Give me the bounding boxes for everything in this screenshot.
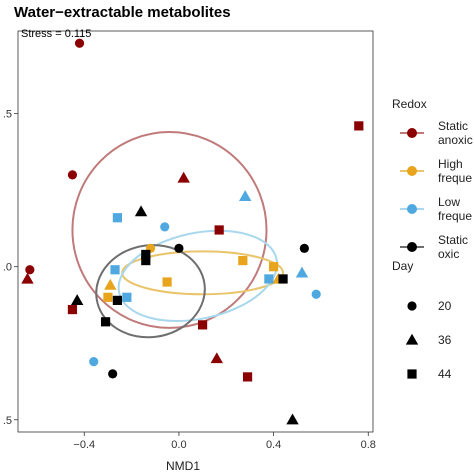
- point-static_anoxic-day44-1: [214, 225, 224, 235]
- x-tick-label: 0.0: [171, 439, 186, 451]
- redox-legend-key-static_oxic: [407, 242, 417, 252]
- point-low_frequency-day44-0: [112, 213, 122, 223]
- redox-legend-label: High: [438, 157, 463, 171]
- panel-border: [17, 30, 374, 433]
- point-static_oxic-day36-0: [134, 205, 148, 217]
- point-static_oxic-day20-1: [299, 243, 309, 253]
- point-high_frequency-day36-0: [104, 278, 117, 290]
- day-legend-key-triangle: [405, 333, 419, 345]
- redox-legend-title: Redox: [392, 97, 427, 111]
- point-static_anoxic-day36-0: [177, 171, 190, 183]
- point-high_frequency-day44-0: [103, 292, 113, 302]
- data-points: [21, 38, 364, 425]
- redox-legend-label: oxic: [438, 247, 459, 261]
- point-static_anoxic-day44-3: [198, 320, 208, 330]
- stress-annotation: Stress = 0.115: [21, 28, 91, 40]
- y-tick-label: .0: [3, 262, 12, 274]
- redox-legend-label: freque: [438, 209, 472, 223]
- point-static_anoxic-day20-0: [74, 38, 85, 48]
- y-tick-label: .5: [3, 415, 12, 427]
- point-static_anoxic-day44-4: [242, 372, 253, 382]
- chart-title: Water−extractable metabolites: [14, 4, 231, 21]
- redox-legend: RedoxStaticanoxicHighfrequeLowfrequeStat…: [392, 97, 473, 261]
- point-low_frequency-day44-1: [110, 265, 120, 275]
- point-high_frequency-day44-3: [269, 262, 279, 272]
- point-low_frequency-day20-1: [311, 289, 321, 299]
- y-axis: .5 .0 .5: [3, 109, 18, 427]
- point-static_anoxic-day20-1: [67, 170, 78, 180]
- point-static_oxic-day20-0: [174, 243, 184, 253]
- ellipse-static_anoxic: [71, 131, 268, 329]
- point-static_anoxic-day36-2: [210, 352, 223, 364]
- point-static_oxic-day44-2: [278, 274, 288, 284]
- point-static_oxic-day44-0: [141, 249, 151, 260]
- point-static_anoxic-day44-0: [354, 121, 364, 131]
- redox-legend-label: anoxic: [438, 133, 473, 147]
- point-high_frequency-day44-1: [162, 277, 172, 287]
- point-static_oxic-day44-1: [141, 255, 151, 266]
- x-axis: −0.4 0.0 0.4 0.8: [73, 432, 376, 451]
- day-legend-key-circle: [407, 301, 417, 311]
- point-low_frequency-day44-2: [122, 292, 132, 302]
- plot-panel: Stress = 0.115: [17, 28, 374, 433]
- ellipse-low_frequency: [117, 229, 279, 323]
- point-low_frequency-day36-0: [239, 190, 252, 201]
- day-legend-title: Day: [392, 259, 413, 273]
- point-static_anoxic-day36-1: [21, 272, 34, 284]
- redox-legend-key-low_frequency: [407, 204, 417, 214]
- redox-legend-key-static_anoxic: [407, 128, 417, 138]
- point-low_frequency-day36-1: [295, 266, 309, 278]
- redox-legend-key-high_frequency: [407, 166, 417, 176]
- y-tick-label: .5: [3, 109, 12, 121]
- redox-legend-label: Static: [438, 119, 468, 133]
- x-axis-label: NMD1: [166, 459, 200, 473]
- day-legend-label: 44: [438, 367, 452, 381]
- day-legend: Day 20 36 44: [392, 259, 452, 381]
- point-low_frequency-day20-0: [160, 222, 170, 232]
- point-static_oxic-day36-1: [70, 294, 84, 306]
- day-legend-label: 20: [438, 299, 452, 313]
- x-tick-label: 0.8: [361, 439, 376, 451]
- x-tick-label: −0.4: [73, 439, 95, 451]
- point-static_anoxic-day44-2: [67, 304, 78, 315]
- x-tick-label: 0.4: [266, 439, 281, 451]
- point-static_anoxic-day20-2: [25, 265, 35, 275]
- point-static_oxic-day44-4: [112, 295, 122, 305]
- point-static_oxic-day44-3: [100, 317, 111, 327]
- point-high_frequency-day44-2: [238, 255, 248, 266]
- point-static_oxic-day20-2: [108, 369, 118, 379]
- redox-legend-label: freque: [438, 171, 472, 185]
- day-legend-key-square: [407, 369, 417, 379]
- point-low_frequency-day44-3: [264, 274, 274, 284]
- redox-legend-label: Low: [438, 195, 460, 209]
- confidence-ellipses: [71, 131, 285, 339]
- redox-legend-label: Static: [438, 233, 468, 247]
- day-legend-label: 36: [438, 333, 452, 347]
- point-low_frequency-day20-2: [89, 356, 99, 367]
- point-static_oxic-day36-0: [286, 413, 299, 425]
- ellipse-static_oxic: [95, 244, 206, 339]
